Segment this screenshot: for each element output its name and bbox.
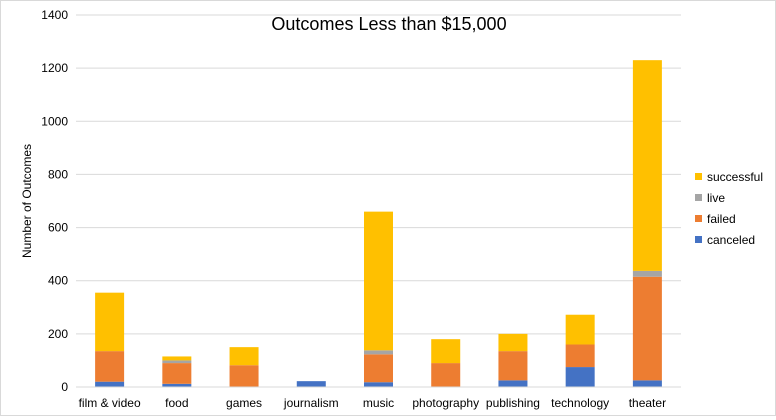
bars — [95, 60, 662, 387]
bar-segment-failed — [162, 363, 192, 384]
bar-segment-failed — [364, 354, 393, 383]
x-category-label: food — [165, 396, 188, 410]
bar-segment-live — [162, 360, 192, 364]
legend-swatch-canceled — [695, 236, 702, 243]
legend-label-successful: successful — [707, 170, 763, 184]
y-tick-label: 0 — [61, 380, 68, 394]
x-category-label: film & video — [79, 396, 141, 410]
bar-segment-successful — [565, 314, 595, 345]
bar-segment-failed — [498, 351, 528, 381]
bar-segment-successful — [162, 356, 192, 361]
bar-segment-failed — [565, 344, 595, 368]
legend-label-failed: failed — [707, 212, 736, 226]
x-category-label: journalism — [283, 396, 339, 410]
x-category-label: games — [226, 396, 262, 410]
legend-swatch-live — [695, 194, 702, 201]
bar-segment-successful — [498, 333, 528, 352]
bar-segment-canceled — [95, 381, 125, 387]
bar-segment-canceled — [364, 382, 393, 387]
y-axis-label: Number of Outcomes — [20, 144, 34, 258]
bar-segment-failed — [229, 365, 259, 387]
y-tick-label: 1400 — [41, 8, 68, 22]
legend-label-live: live — [707, 191, 725, 205]
y-axis-ticks: 0 200 400 600 800 1000 1200 1400 — [41, 8, 68, 394]
bar-segment-canceled — [565, 367, 595, 387]
bar-segment-successful — [229, 347, 259, 366]
y-tick-label: 600 — [48, 221, 68, 235]
x-category-label: music — [363, 396, 394, 410]
bar-segment-successful — [431, 339, 461, 364]
legend: successful live failed canceled — [695, 170, 763, 247]
bar-segment-successful — [632, 60, 662, 271]
bar-segment-successful — [364, 211, 393, 351]
legend-swatch-successful — [695, 173, 702, 180]
legend-swatch-failed — [695, 215, 702, 222]
x-category-label: publishing — [486, 396, 540, 410]
legend-label-canceled: canceled — [707, 233, 755, 247]
y-tick-label: 800 — [48, 167, 68, 181]
x-category-label: photography — [412, 396, 479, 410]
y-tick-label: 1000 — [41, 114, 68, 128]
bar-segment-canceled — [162, 383, 192, 387]
chart-title: Outcomes Less than $15,000 — [271, 14, 506, 34]
bar-segment-failed — [431, 363, 461, 387]
bar-segment-failed — [632, 276, 662, 381]
bar-segment-canceled — [498, 380, 528, 387]
x-axis-categories: film & video food games journalism music phot… — [79, 396, 666, 410]
bar-segment-live — [364, 350, 393, 355]
x-category-label: theater — [629, 396, 666, 410]
y-tick-label: 1200 — [41, 61, 68, 75]
x-category-label: technology — [551, 396, 609, 410]
bar-segment-successful — [95, 292, 125, 352]
bar-segment-live — [632, 270, 662, 277]
bar-segment-canceled — [632, 380, 662, 387]
bar-segment-canceled — [296, 381, 326, 387]
y-tick-label: 400 — [48, 274, 68, 288]
bar-segment-failed — [95, 351, 125, 382]
y-tick-label: 200 — [48, 327, 68, 341]
